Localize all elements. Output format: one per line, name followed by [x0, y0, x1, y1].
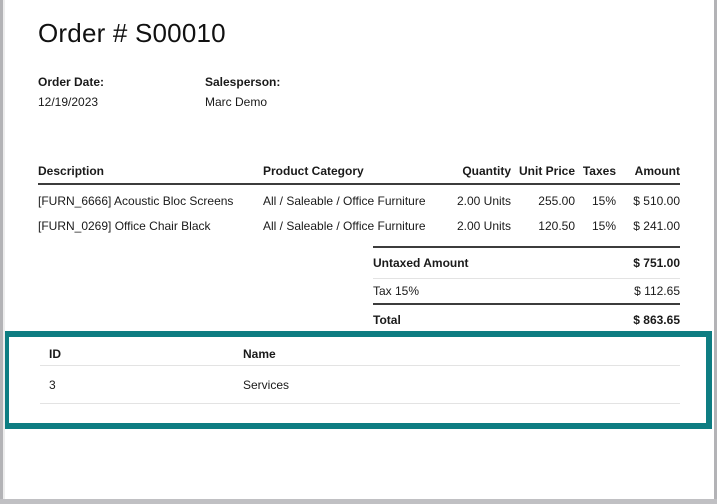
line-amount: $ 241.00 — [633, 219, 680, 233]
col-header-taxes: Taxes — [575, 164, 616, 185]
line-unit-price: 255.00 — [538, 194, 575, 208]
line-category: All / Saleable / Office Furniture — [263, 194, 426, 208]
untaxed-amount-row: Untaxed Amount $ 751.00 — [373, 246, 680, 278]
col-header-unit-price: Unit Price — [511, 164, 575, 185]
line-amount: $ 510.00 — [633, 194, 680, 208]
order-date-block: Order Date: 12/19/2023 — [38, 75, 205, 109]
order-date-label: Order Date: — [38, 75, 105, 89]
tax-value: $ 112.65 — [634, 284, 680, 298]
viewer-right-edge — [714, 0, 717, 504]
tax-label: Tax 15% — [373, 284, 420, 298]
col-header-amount: Amount — [616, 164, 680, 185]
salesperson-value: Marc Demo — [205, 95, 268, 109]
order-line-row: [FURN_6666] Acoustic Bloc Screens All / … — [38, 184, 680, 210]
col-header-quantity: Quantity — [428, 164, 511, 185]
line-quantity: 2.00 Units — [456, 194, 511, 208]
total-label: Total — [373, 313, 401, 327]
line-quantity: 2.00 Units — [456, 219, 511, 233]
order-line-row: [FURN_0269] Office Chair Black All / Sal… — [38, 210, 680, 235]
total-row: Total $ 863.65 — [373, 303, 680, 335]
col-header-description: Description — [38, 164, 263, 185]
tax-row: Tax 15% $ 112.65 — [373, 278, 680, 303]
line-taxes: 15% — [591, 219, 616, 233]
col-header-name: Name — [243, 347, 276, 361]
order-lines-table: Description Product Category Quantity Un… — [38, 164, 680, 235]
id-name-header-row: ID Name — [40, 337, 680, 366]
name-value: Services — [243, 377, 290, 392]
id-value: 3 — [49, 377, 56, 392]
line-category: All / Saleable / Office Furniture — [263, 219, 426, 233]
page-title: Order # S00010 — [38, 18, 226, 48]
line-taxes: 15% — [591, 194, 616, 208]
totals-section: Untaxed Amount $ 751.00 Tax 15% $ 112.65… — [373, 246, 680, 335]
order-date-value: 12/19/2023 — [38, 95, 99, 109]
line-unit-price: 120.50 — [538, 219, 575, 233]
id-name-data-row: 3 Services — [40, 366, 680, 404]
total-value: $ 863.65 — [633, 313, 680, 327]
col-header-id: ID — [49, 347, 61, 361]
col-header-product-category: Product Category — [263, 164, 428, 185]
line-description: [FURN_6666] Acoustic Bloc Screens — [38, 194, 234, 208]
untaxed-amount-label: Untaxed Amount — [373, 256, 469, 270]
salesperson-block: Salesperson: Marc Demo — [205, 75, 280, 109]
id-name-table: ID Name 3 Services — [40, 337, 680, 404]
viewer-left-edge-inner — [3, 0, 5, 504]
salesperson-label: Salesperson: — [205, 75, 281, 89]
viewer-bottom-edge — [0, 499, 717, 504]
highlighted-region[interactable]: ID Name 3 Services — [3, 331, 712, 429]
order-lines-header-row: Description Product Category Quantity Un… — [38, 164, 680, 185]
order-info-block: Order Date: 12/19/2023 Salesperson: Marc… — [38, 75, 280, 109]
untaxed-amount-value: $ 751.00 — [633, 256, 680, 270]
line-description: [FURN_0269] Office Chair Black — [38, 219, 211, 233]
viewer-left-edge — [0, 0, 3, 504]
